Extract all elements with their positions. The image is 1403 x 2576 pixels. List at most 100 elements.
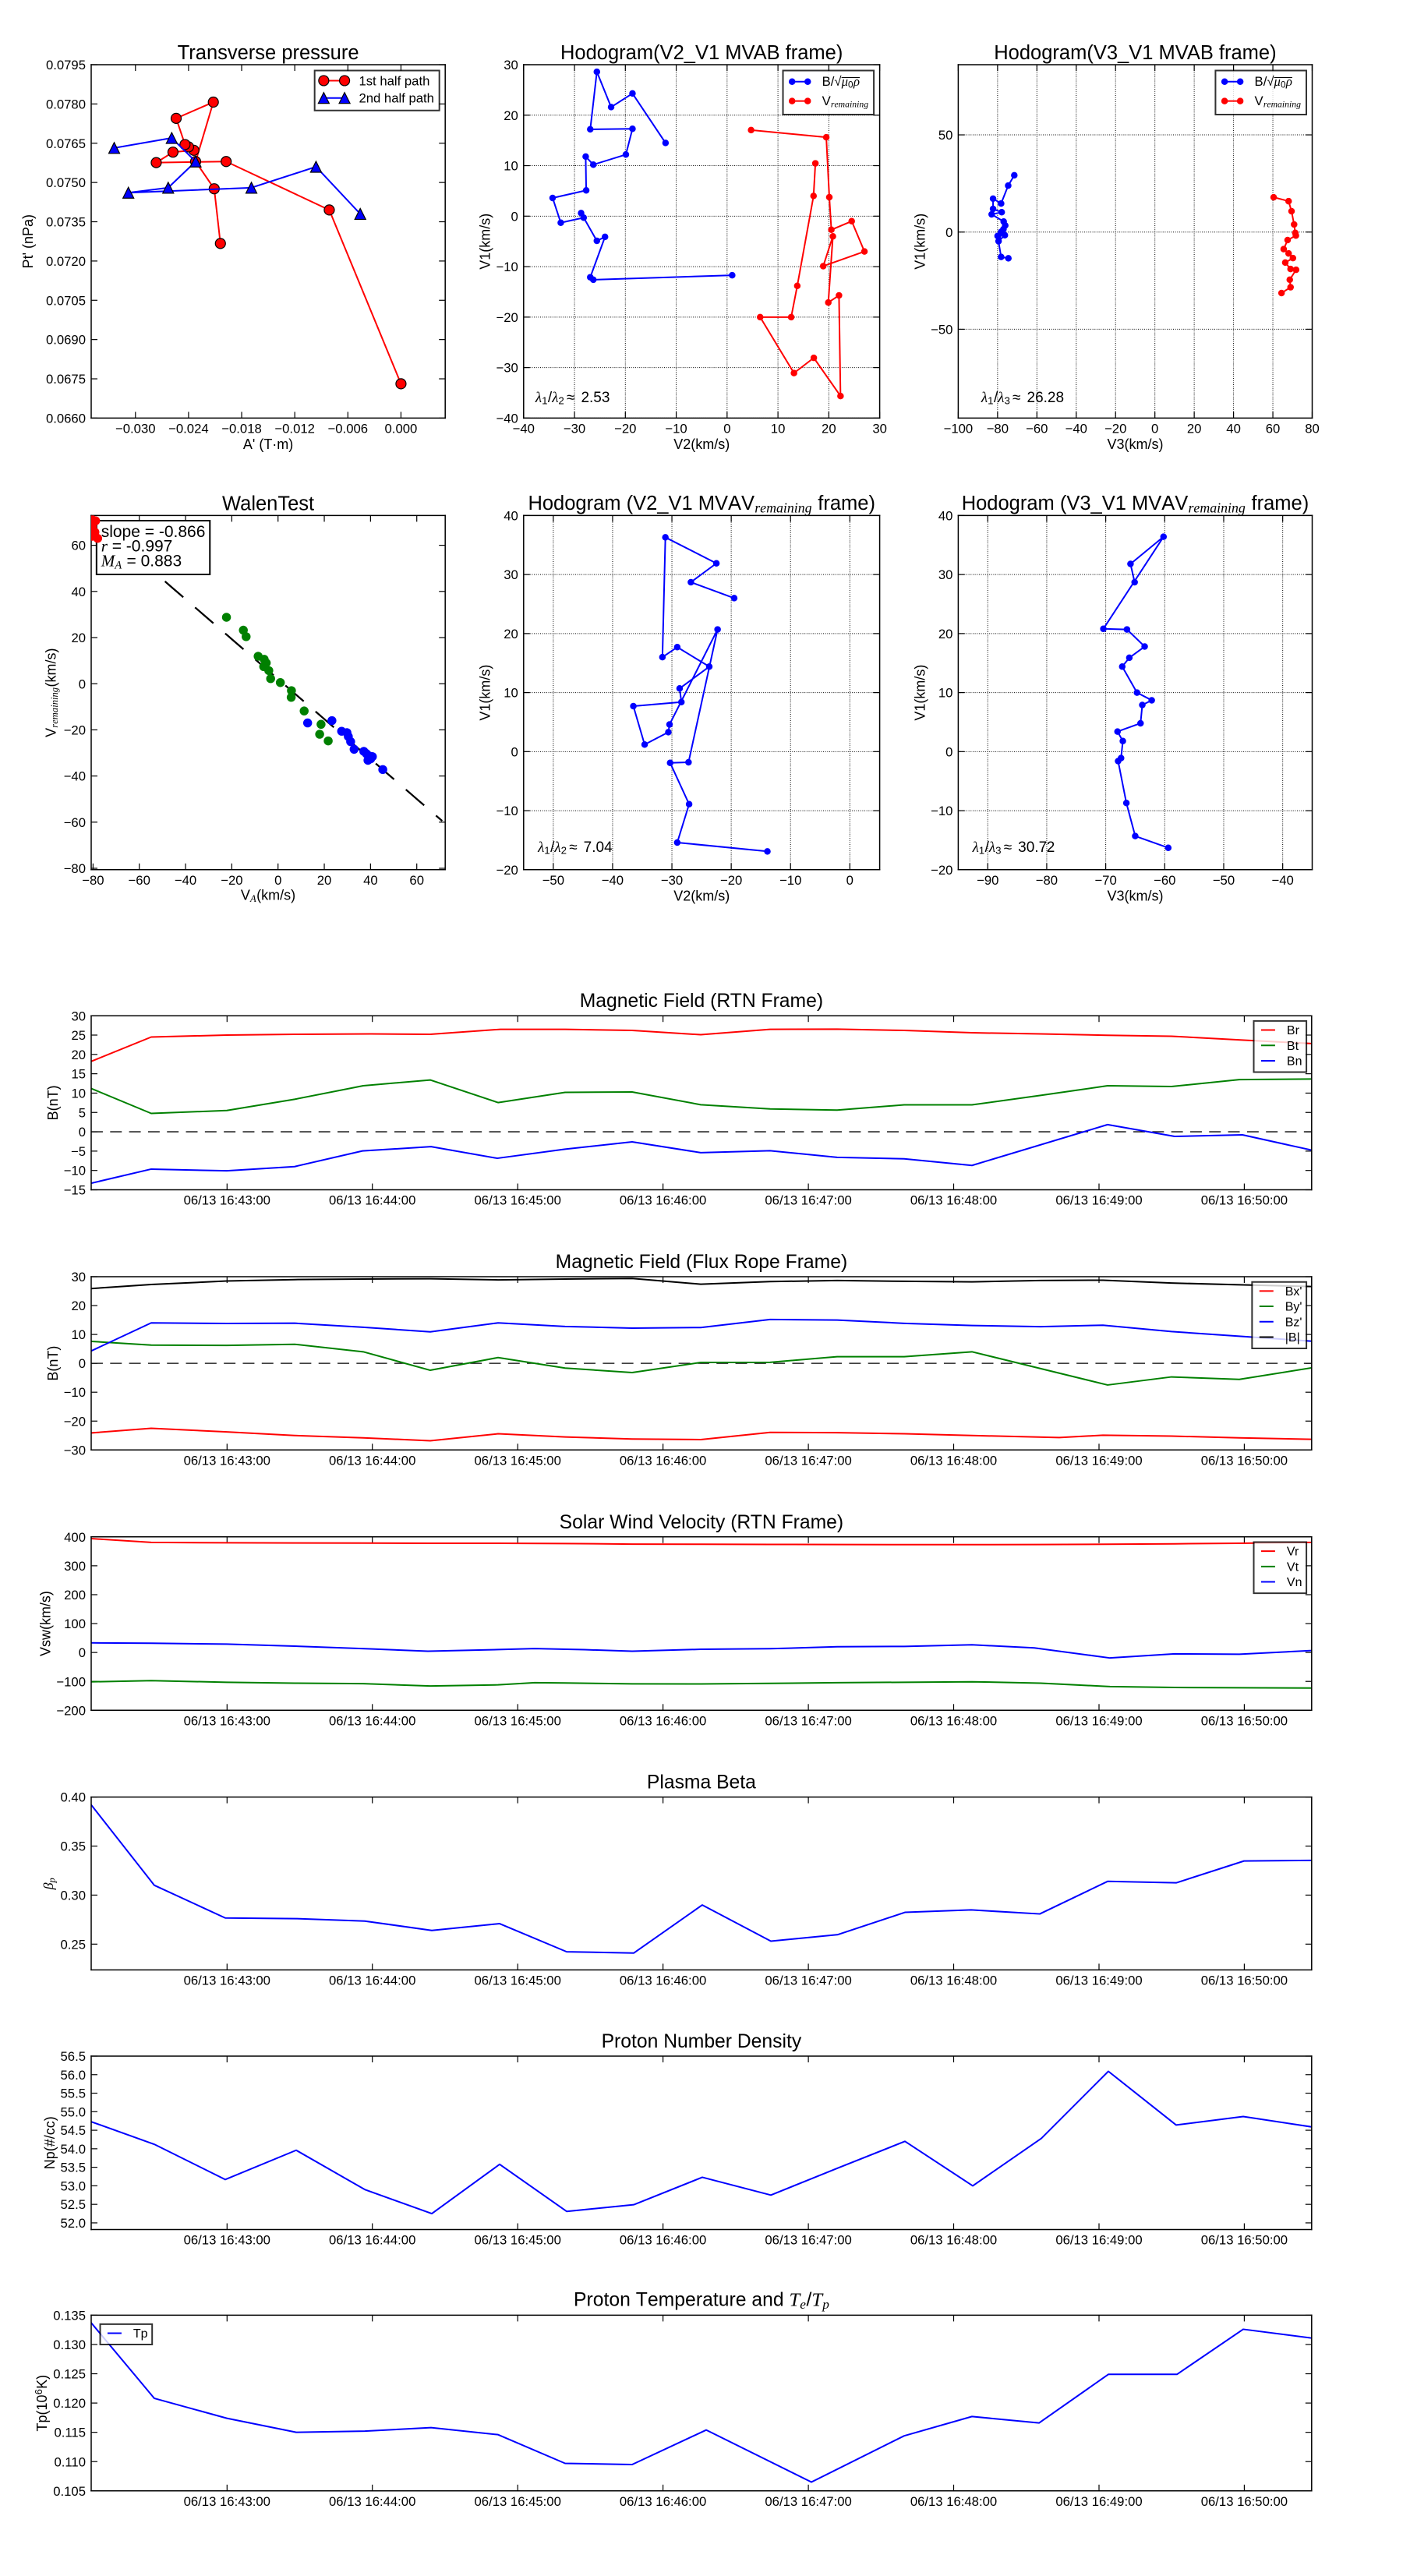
svg-text:−30: −30 bbox=[661, 873, 683, 888]
svg-text:−10: −10 bbox=[496, 260, 518, 274]
svg-text:−30: −30 bbox=[496, 361, 518, 376]
svg-text:−10: −10 bbox=[665, 422, 687, 436]
svg-text:50: 50 bbox=[938, 128, 953, 143]
svg-text:Vn: Vn bbox=[1287, 1576, 1302, 1589]
svg-text:06/13 16:46:00: 06/13 16:46:00 bbox=[620, 1974, 706, 1988]
svg-text:WalenTest: WalenTest bbox=[222, 493, 314, 514]
svg-text:55.5: 55.5 bbox=[61, 2087, 86, 2101]
svg-text:Transverse pressure: Transverse pressure bbox=[178, 42, 359, 64]
svg-text:2nd half path: 2nd half path bbox=[359, 91, 434, 106]
svg-text:−0.018: −0.018 bbox=[221, 422, 262, 436]
svg-text:40: 40 bbox=[363, 873, 378, 888]
svg-text:06/13 16:44:00: 06/13 16:44:00 bbox=[329, 1453, 415, 1468]
svg-text:06/13 16:43:00: 06/13 16:43:00 bbox=[184, 2233, 270, 2248]
svg-text:06/13 16:47:00: 06/13 16:47:00 bbox=[765, 1193, 851, 1208]
svg-text:52.5: 52.5 bbox=[61, 2197, 86, 2212]
svg-text:λ λ 1 3: λ λ 1 3 / ≈ 3 0 . 7 2 bbox=[972, 839, 1055, 857]
svg-text:06/13 16:44:00: 06/13 16:44:00 bbox=[329, 2494, 415, 2509]
svg-text:06/13 16:49:00: 06/13 16:49:00 bbox=[1055, 2233, 1142, 2248]
svg-text:−60: −60 bbox=[1154, 873, 1175, 888]
svg-text:80: 80 bbox=[1305, 422, 1320, 436]
svg-text:20: 20 bbox=[71, 1048, 86, 1062]
svg-text:V r e m: V r e m a i n i n g bbox=[1255, 94, 1302, 110]
svg-text:Vsw(km/s): Vsw(km/s) bbox=[38, 1591, 54, 1656]
svg-text:Proton Number Density: Proton Number Density bbox=[602, 2031, 802, 2052]
svg-text:Magnetic Field (RTN Frame): Magnetic Field (RTN Frame) bbox=[580, 991, 823, 1012]
svg-text:0.40: 0.40 bbox=[61, 1790, 86, 1805]
svg-text:0.30: 0.30 bbox=[61, 1888, 86, 1903]
svg-text:B / √ μ: B / √ μ ρ 0 bbox=[1255, 74, 1295, 90]
svg-text:06/13 16:47:00: 06/13 16:47:00 bbox=[765, 2233, 851, 2248]
svg-text:M A =: M A = 0 . 8 8 3 bbox=[101, 551, 182, 571]
svg-text:06/13 16:46:00: 06/13 16:46:00 bbox=[620, 1453, 706, 1468]
svg-text:r =: r = - 0 . 9 9 7 bbox=[101, 537, 173, 556]
svg-text:1st half path: 1st half path bbox=[359, 73, 429, 88]
svg-text:53.0: 53.0 bbox=[61, 2178, 86, 2193]
svg-text:−20: −20 bbox=[931, 863, 952, 878]
svg-text:0.130: 0.130 bbox=[53, 2337, 86, 2352]
svg-text:0: 0 bbox=[846, 873, 853, 888]
svg-text:−40: −40 bbox=[513, 422, 535, 436]
svg-text:−80: −80 bbox=[987, 422, 1009, 436]
svg-text:52.0: 52.0 bbox=[61, 2216, 86, 2231]
svg-text:55.0: 55.0 bbox=[61, 2104, 86, 2119]
svg-text:−20: −20 bbox=[496, 863, 518, 878]
svg-text:20: 20 bbox=[71, 631, 86, 645]
svg-text:−0.024: −0.024 bbox=[168, 422, 209, 436]
svg-text:20: 20 bbox=[317, 873, 332, 888]
svg-text:06/13 16:43:00: 06/13 16:43:00 bbox=[184, 1453, 270, 1468]
svg-text:V ( k m: V ( k m / s ) r e m a i n i n g bbox=[43, 645, 60, 737]
svg-text:10: 10 bbox=[771, 422, 786, 436]
svg-text:B(nT): B(nT) bbox=[45, 1346, 61, 1381]
svg-text:0.25: 0.25 bbox=[61, 1937, 86, 1952]
svg-text:V2(km/s): V2(km/s) bbox=[673, 436, 730, 452]
svg-text:slope = -0.866: slope = -0.866 bbox=[101, 523, 206, 541]
svg-text:0.0780: 0.0780 bbox=[46, 97, 86, 111]
svg-text:V1(km/s): V1(km/s) bbox=[912, 665, 928, 721]
svg-text:06/13 16:48:00: 06/13 16:48:00 bbox=[910, 1453, 997, 1468]
svg-text:−40: −40 bbox=[496, 411, 518, 426]
svg-text:−10: −10 bbox=[64, 1385, 86, 1400]
svg-text:06/13 16:45:00: 06/13 16:45:00 bbox=[475, 2233, 561, 2248]
svg-text:−10: −10 bbox=[931, 804, 952, 818]
svg-text:56.5: 56.5 bbox=[61, 2049, 86, 2064]
svg-text:β p: β p bbox=[41, 1878, 57, 1890]
svg-text:Solar Wind Velocity (RTN Frame: Solar Wind Velocity (RTN Frame) bbox=[560, 1512, 843, 1533]
svg-text:−0.012: −0.012 bbox=[274, 422, 315, 436]
svg-text:06/13 16:45:00: 06/13 16:45:00 bbox=[475, 2494, 561, 2509]
svg-text:−20: −20 bbox=[221, 873, 242, 888]
svg-text:H o d o: H o d o g r a m ( V 2 _ V 1 M V A V f r … bbox=[528, 493, 878, 516]
svg-text:20: 20 bbox=[938, 627, 953, 641]
svg-text:Bz': Bz' bbox=[1285, 1316, 1302, 1329]
svg-text:06/13 16:48:00: 06/13 16:48:00 bbox=[910, 1193, 997, 1208]
svg-text:−30: −30 bbox=[564, 422, 585, 436]
svg-text:60: 60 bbox=[71, 539, 86, 553]
svg-text:0.0750: 0.0750 bbox=[46, 175, 86, 190]
svg-text:06/13 16:48:00: 06/13 16:48:00 bbox=[910, 2494, 997, 2509]
svg-text:40: 40 bbox=[938, 508, 953, 523]
svg-text:V3(km/s): V3(km/s) bbox=[1107, 888, 1163, 903]
svg-text:06/13 16:44:00: 06/13 16:44:00 bbox=[329, 1713, 415, 1728]
svg-text:10: 10 bbox=[504, 159, 518, 174]
svg-text:40: 40 bbox=[504, 508, 518, 523]
svg-text:B(nT): B(nT) bbox=[45, 1085, 61, 1120]
svg-text:−80: −80 bbox=[1036, 873, 1058, 888]
svg-text:0.105: 0.105 bbox=[53, 2484, 86, 2499]
svg-text:06/13 16:49:00: 06/13 16:49:00 bbox=[1055, 1713, 1142, 1728]
svg-text:25: 25 bbox=[71, 1028, 86, 1043]
svg-text:−50: −50 bbox=[542, 873, 564, 888]
svg-text:0.0765: 0.0765 bbox=[46, 136, 86, 151]
svg-text:−100: −100 bbox=[944, 422, 974, 436]
svg-text:06/13 16:50:00: 06/13 16:50:00 bbox=[1201, 2494, 1288, 2509]
svg-text:−5: −5 bbox=[71, 1144, 86, 1159]
svg-text:T p ( 1: T p ( 1 0 K ) 6 bbox=[34, 2372, 50, 2432]
svg-text:−200: −200 bbox=[56, 1703, 86, 1718]
svg-text:10: 10 bbox=[504, 686, 518, 701]
svg-text:06/13 16:49:00: 06/13 16:49:00 bbox=[1055, 1193, 1142, 1208]
svg-text:06/13 16:45:00: 06/13 16:45:00 bbox=[475, 1193, 561, 1208]
svg-text:−20: −20 bbox=[1104, 422, 1126, 436]
svg-text:−0.006: −0.006 bbox=[328, 422, 369, 436]
svg-text:Np(#/cc): Np(#/cc) bbox=[42, 2116, 58, 2169]
svg-text:0: 0 bbox=[945, 225, 952, 240]
svg-text:10: 10 bbox=[71, 1086, 86, 1101]
